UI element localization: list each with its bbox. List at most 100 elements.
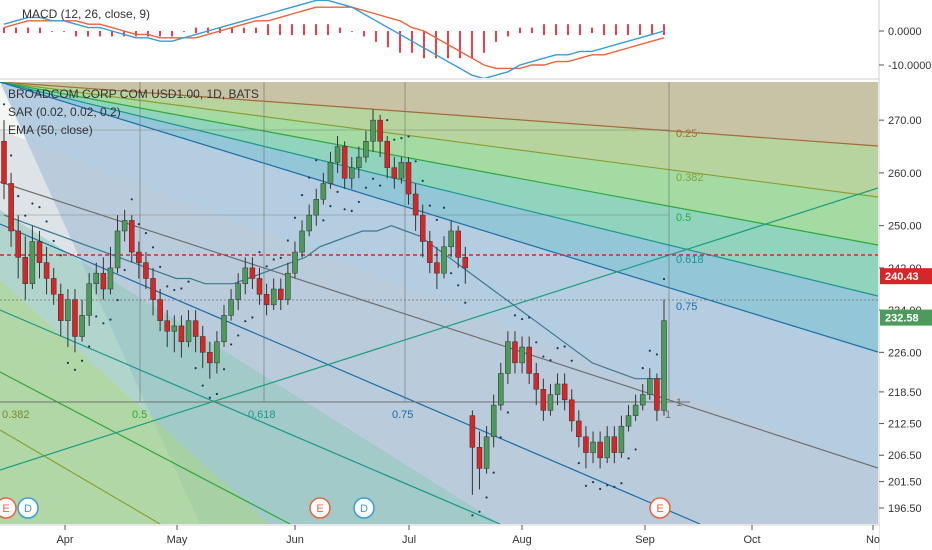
candle-body	[512, 341, 518, 364]
macd-bar	[75, 31, 77, 37]
sar-dot	[2, 103, 6, 106]
candle-body	[1, 140, 7, 184]
macd-bar	[291, 24, 293, 36]
dividend-marker-label: D	[24, 503, 32, 515]
earnings-marker-circle	[0, 497, 17, 519]
earnings-marker-circle	[649, 497, 671, 519]
sar-dot	[180, 287, 183, 290]
candle-body	[235, 283, 241, 300]
sar-dot	[315, 159, 318, 162]
fan-line-lower-2[interactable]	[0, 309, 501, 524]
fan-line-lower-3[interactable]	[0, 371, 291, 524]
fib-fan-lines[interactable]	[0, 82, 878, 524]
time-axis-background	[0, 525, 879, 550]
sar-dot	[52, 239, 55, 243]
candle-body	[136, 251, 142, 263]
price-tick-label: 270.00	[888, 115, 922, 127]
sar-dot	[520, 317, 524, 321]
candle-body	[100, 272, 107, 290]
price-tick-label: 226.00	[888, 347, 922, 359]
candle-body	[263, 294, 270, 306]
symbol-legend[interactable]: BROADCOM CORP COM USD1.00, 1D, BATS	[8, 87, 259, 101]
dividend-marker[interactable]: D	[17, 497, 39, 519]
candle-body	[583, 436, 589, 453]
price-tick-label: 212.50	[888, 419, 922, 431]
sar-dot	[435, 218, 439, 221]
sar-legend[interactable]: SAR (0.02, 0.02, 0.2)	[8, 105, 121, 119]
sar-dot	[641, 367, 644, 370]
price-tag[interactable]	[880, 309, 932, 326]
ema-50-line[interactable]	[3, 214, 664, 380]
sar-dot	[513, 314, 517, 317]
sar-dot	[350, 209, 353, 213]
dividend-marker-circle	[353, 497, 375, 519]
month-tick-label: No	[866, 534, 880, 546]
price-tag-label: 240.43	[885, 271, 919, 283]
macd-bar	[111, 31, 113, 37]
macd-bar	[39, 27, 41, 34]
month-tick-label: Aug	[512, 534, 532, 546]
candle-body	[22, 257, 29, 284]
month-tick-label: Sep	[635, 534, 655, 546]
sar-dot	[414, 160, 417, 163]
fan-line-025[interactable]	[0, 82, 878, 147]
sar-dot	[293, 216, 297, 219]
dividend-marker-label: D	[360, 503, 368, 515]
earnings-marker-label: E	[2, 503, 9, 515]
macd-bar	[183, 31, 185, 32]
candle-body	[604, 436, 610, 459]
candle-body	[242, 267, 249, 284]
sar-dot	[173, 288, 176, 292]
fan-line-rising[interactable]	[0, 187, 878, 471]
price-axis[interactable]: 0.0000-10.0000 270.00260.00250.00242.002…	[878, 0, 932, 550]
time-label-075: 0.75	[392, 409, 413, 421]
candles	[1, 109, 667, 495]
sar-dot	[620, 482, 623, 485]
fib-time-zones[interactable]	[0, 82, 670, 402]
candle-body	[79, 315, 85, 337]
candle-body	[341, 146, 348, 179]
time-axis[interactable]: Apr May Jun Jul Aug Sep Oct No	[0, 524, 880, 550]
sar-dot	[251, 316, 254, 319]
fan-label-1: 1	[676, 397, 682, 409]
time-label-0382: 0.382	[2, 409, 30, 421]
sar-dot	[364, 186, 368, 189]
candle-body	[654, 378, 660, 411]
price-tag[interactable]	[880, 268, 932, 285]
fan-zone-8	[0, 210, 500, 524]
macd-bar	[639, 24, 641, 36]
earnings-marker[interactable]: E	[0, 497, 17, 519]
fan-line-0382[interactable]	[0, 82, 878, 198]
fan-line-075[interactable]	[0, 82, 878, 353]
price-tick-label: 260.00	[888, 168, 922, 180]
candle-body	[568, 399, 575, 422]
dividend-marker[interactable]: D	[353, 497, 375, 519]
earnings-marker[interactable]: E	[309, 497, 331, 519]
fan-line-1[interactable]	[0, 181, 878, 469]
macd-bar	[159, 31, 161, 37]
macd-bar	[51, 31, 53, 32]
candle-body	[476, 447, 483, 469]
fan-line-0618[interactable]	[0, 82, 878, 297]
candle-body	[377, 119, 383, 142]
ema-legend[interactable]: EMA (50, close)	[8, 123, 93, 137]
fan-line-lower-1[interactable]	[0, 223, 701, 524]
candle-body	[171, 325, 178, 332]
candle-body	[192, 320, 199, 337]
candle-body	[661, 320, 667, 411]
sar-dot	[88, 345, 91, 348]
macd-bar	[663, 24, 665, 36]
earnings-marker[interactable]: E	[649, 497, 671, 519]
sar-dot	[336, 190, 339, 194]
fan-line-lower-4[interactable]	[0, 429, 161, 524]
candle-body	[647, 378, 653, 395]
fan-line-05[interactable]	[0, 82, 878, 246]
sar-dot	[329, 205, 332, 208]
macd-bar	[603, 24, 605, 36]
sar-dot	[442, 206, 446, 209]
candle-body	[441, 246, 447, 274]
candle-body	[199, 336, 206, 353]
sar-dot	[599, 487, 602, 491]
